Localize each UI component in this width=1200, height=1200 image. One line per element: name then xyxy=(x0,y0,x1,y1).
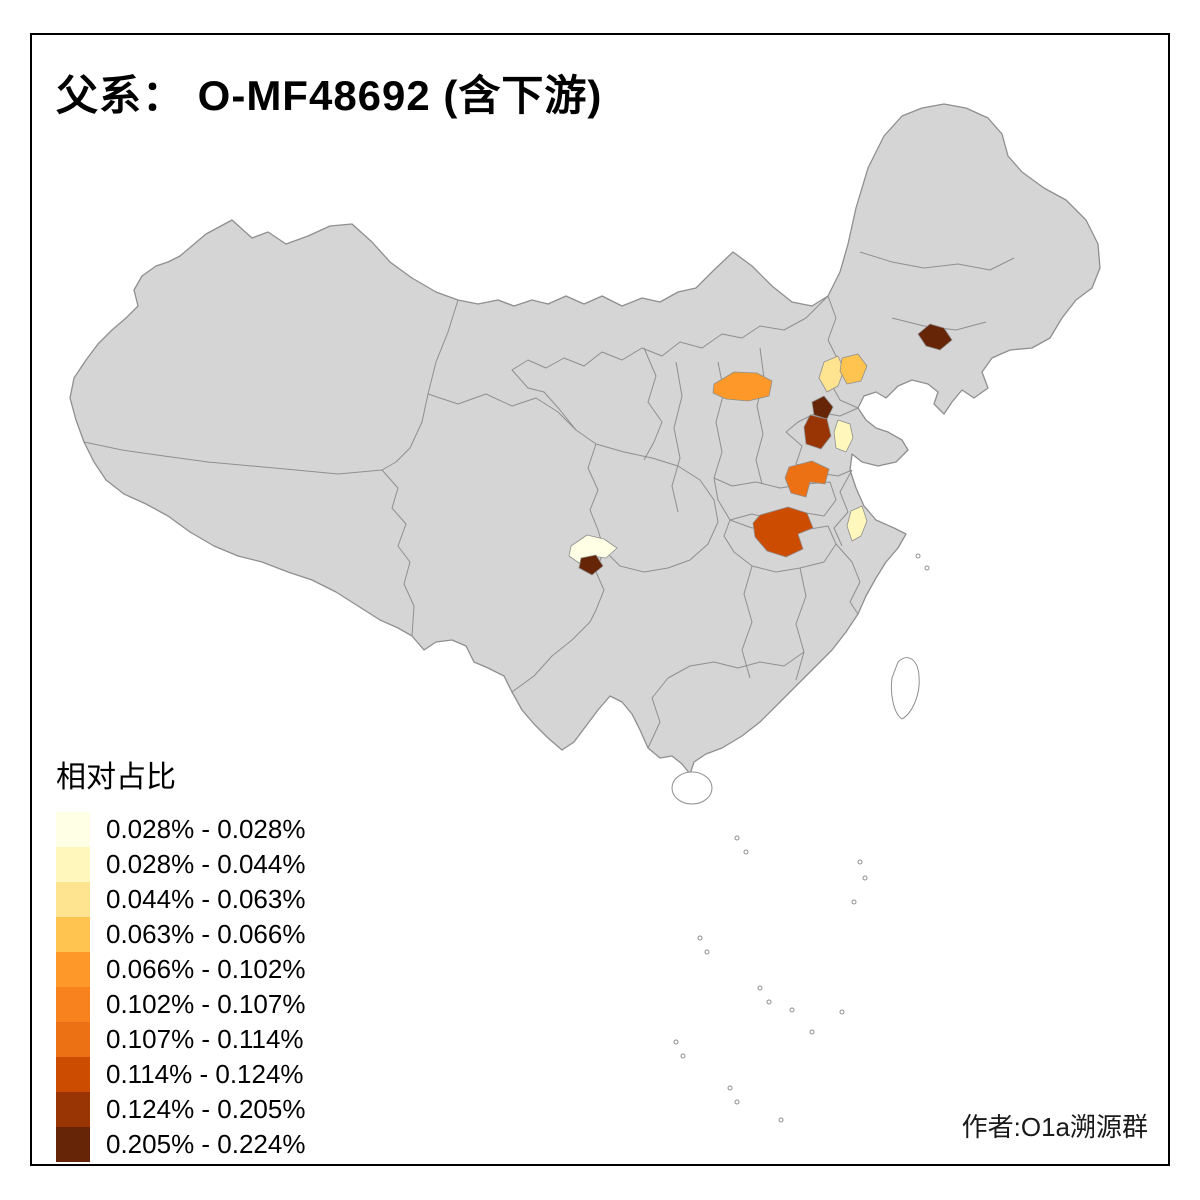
legend-label: 0.205% - 0.224% xyxy=(106,1129,306,1159)
shandong-pale-prefecture xyxy=(833,419,854,453)
legend-swatch xyxy=(56,1127,90,1162)
legend-swatch xyxy=(56,987,90,1022)
province-border-line xyxy=(741,565,753,679)
hainan-island xyxy=(671,771,713,805)
legend-swatch xyxy=(56,812,90,847)
legend-label: 0.028% - 0.044% xyxy=(106,849,306,879)
legend-item: 0.205% - 0.224% xyxy=(56,1127,386,1162)
page-title: 父系： O-MF48692 (含下游) xyxy=(56,72,603,119)
legend-label: 0.107% - 0.114% xyxy=(106,1024,304,1054)
legend: 相对占比 0.028% - 0.028% 0.028% - 0.044% 0.0… xyxy=(56,752,386,1162)
province-border-line xyxy=(795,567,807,681)
land-layer xyxy=(69,103,1101,775)
legend-label: 0.028% - 0.028% xyxy=(106,814,306,844)
province-border-line xyxy=(647,651,805,749)
liaoning-prefecture xyxy=(917,323,953,351)
province-border-line xyxy=(511,549,605,693)
legend-swatch xyxy=(56,952,90,987)
legend-swatch xyxy=(56,1057,90,1092)
islands-layer xyxy=(671,553,930,1123)
legend-title: 相对占比 xyxy=(56,761,176,794)
province-border-line xyxy=(671,361,683,513)
small-islands xyxy=(673,553,930,1123)
province-border-line xyxy=(755,347,765,485)
anhui-east-prefecture xyxy=(846,505,868,542)
legend-label: 0.044% - 0.063% xyxy=(106,884,306,914)
legend-item: 0.028% - 0.044% xyxy=(56,847,386,882)
province-border-line xyxy=(713,477,837,521)
legend-label: 0.102% - 0.107% xyxy=(106,989,306,1019)
legend-swatch xyxy=(56,847,90,882)
legend-swatch xyxy=(56,882,90,917)
province-border-line xyxy=(835,543,861,615)
sichuan-west-prefecture xyxy=(568,534,618,566)
province-border-line xyxy=(643,347,663,461)
province-border-line xyxy=(511,295,829,431)
mainland-outline xyxy=(69,103,1101,775)
legend-label: 0.114% - 0.124% xyxy=(106,1059,304,1089)
legend-item: 0.102% - 0.107% xyxy=(56,987,386,1022)
legend-item: 0.063% - 0.066% xyxy=(56,917,386,952)
legend-label: 0.066% - 0.102% xyxy=(106,954,306,984)
province-border-line xyxy=(381,299,459,471)
shandong-west-prefecture xyxy=(803,414,832,450)
shanxi-north-prefecture xyxy=(712,371,773,402)
legend-label: 0.124% - 0.205% xyxy=(106,1094,306,1124)
legend-swatch xyxy=(56,917,90,952)
legend-label: 0.063% - 0.066% xyxy=(106,919,306,949)
henan-south-prefecture xyxy=(752,506,814,558)
legend-item: 0.114% - 0.124% xyxy=(56,1057,386,1092)
henan-north-prefecture xyxy=(784,460,830,498)
taiwan-island xyxy=(890,657,920,720)
province-border-line xyxy=(381,469,415,637)
legend-item: 0.107% - 0.114% xyxy=(56,1022,386,1057)
legend-item: 0.028% - 0.028% xyxy=(56,812,386,847)
sichuan-south-prefecture xyxy=(578,554,604,576)
province-border-line xyxy=(859,251,1015,271)
legend-swatch xyxy=(56,1092,90,1127)
legend-item: 0.124% - 0.205% xyxy=(56,1092,386,1127)
author-credit: 作者:O1a溯源群 xyxy=(961,1112,1148,1142)
legend-item: 0.066% - 0.102% xyxy=(56,952,386,987)
legend-swatch xyxy=(56,1022,90,1057)
beijing-west-prefecture xyxy=(818,355,845,393)
legend-item: 0.044% - 0.063% xyxy=(56,882,386,917)
province-border-line xyxy=(833,469,853,547)
shandong-northwest-dark-prefecture xyxy=(811,395,834,420)
province-border-line xyxy=(587,443,719,573)
beijing-east-prefecture xyxy=(839,353,868,385)
highlighted-regions xyxy=(568,323,953,576)
province-border-line xyxy=(83,441,383,475)
